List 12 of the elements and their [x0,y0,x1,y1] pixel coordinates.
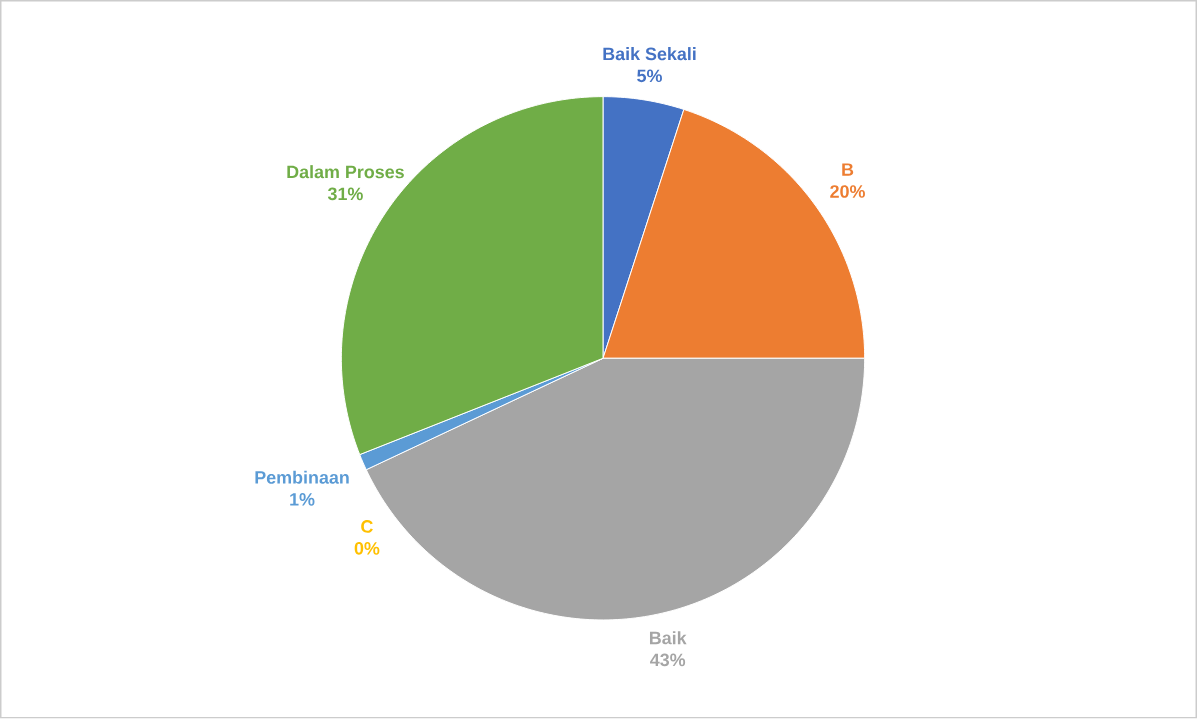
slice-label: Baik [649,631,687,645]
data-label: 31% [327,187,363,201]
data-label: 1% [290,493,315,506]
data-label: 20% [830,185,865,199]
slice-label: Pembinaan [255,470,349,484]
category-label: C [361,520,373,533]
slice-label: Dalam Proses [287,165,404,179]
slice-label: Baik Sekali [603,47,696,61]
data-label: 5% [637,69,662,83]
data-label: 43% [650,653,686,667]
slice-label: B [842,163,854,176]
text: 0% [354,542,380,555]
